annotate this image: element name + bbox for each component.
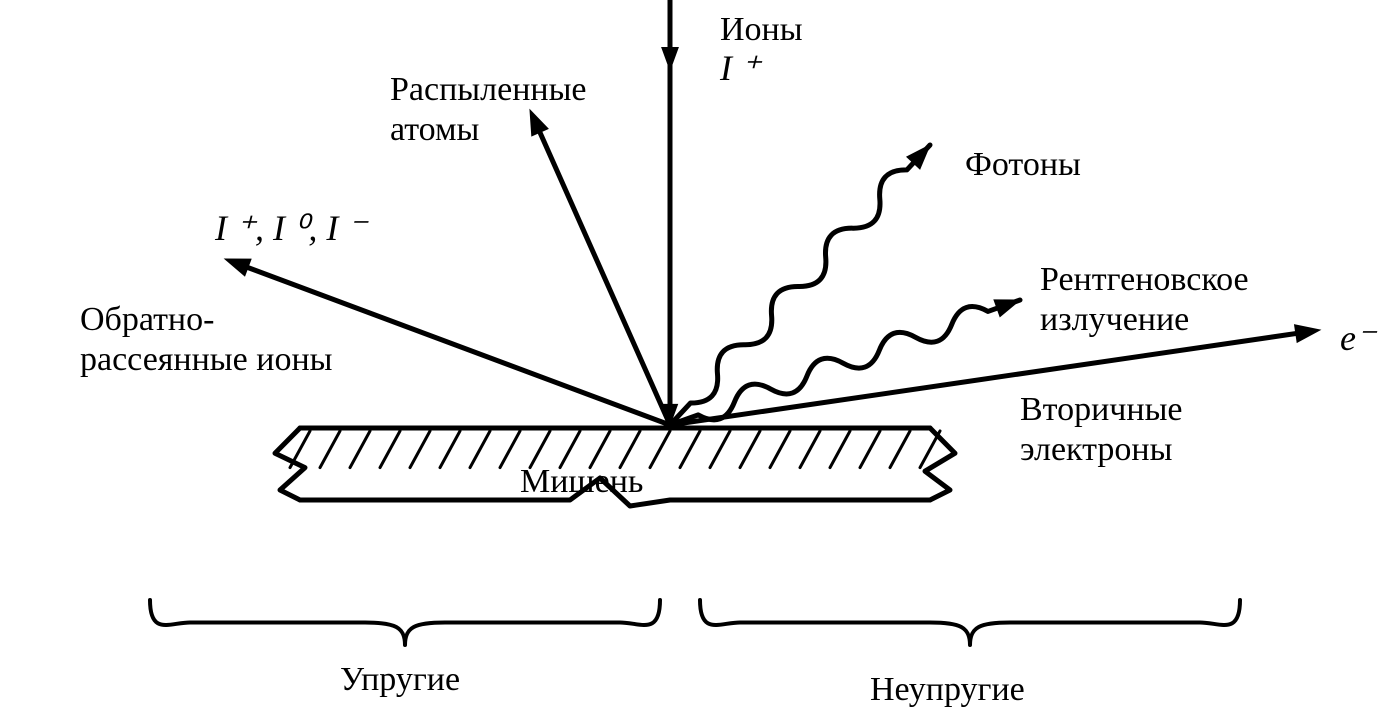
ion-surface-diagram: Мишень ИоныI ⁺ Обратно-рассеянные ионы I ⁺,… [0,0,1399,727]
brace-left-label: Упругие [340,661,460,698]
backscatter-label: рассеянные ионы [80,341,333,378]
backscatter-symbol: I ⁺, I ⁰, I ⁻ [214,208,369,248]
sputtered-label: атомы [390,111,479,148]
brace-right-label: Неупругие [870,671,1025,708]
sputtered-label: Распыленные [390,71,587,108]
xray-label: излучение [1040,301,1189,338]
target-label: Мишень [520,463,643,500]
backscatter-label: Обратно- [80,301,214,338]
electrons-label: электроны [1020,431,1173,468]
photons-label: Фотоны [965,146,1081,183]
incident-label: Ионы [720,11,803,48]
electrons-tip-symbol: e⁻ [1340,318,1378,358]
electrons-label: Вторичные [1020,391,1183,428]
xray-label: Рентгеновское [1040,261,1249,298]
incident-symbol: I ⁺ [719,48,763,88]
